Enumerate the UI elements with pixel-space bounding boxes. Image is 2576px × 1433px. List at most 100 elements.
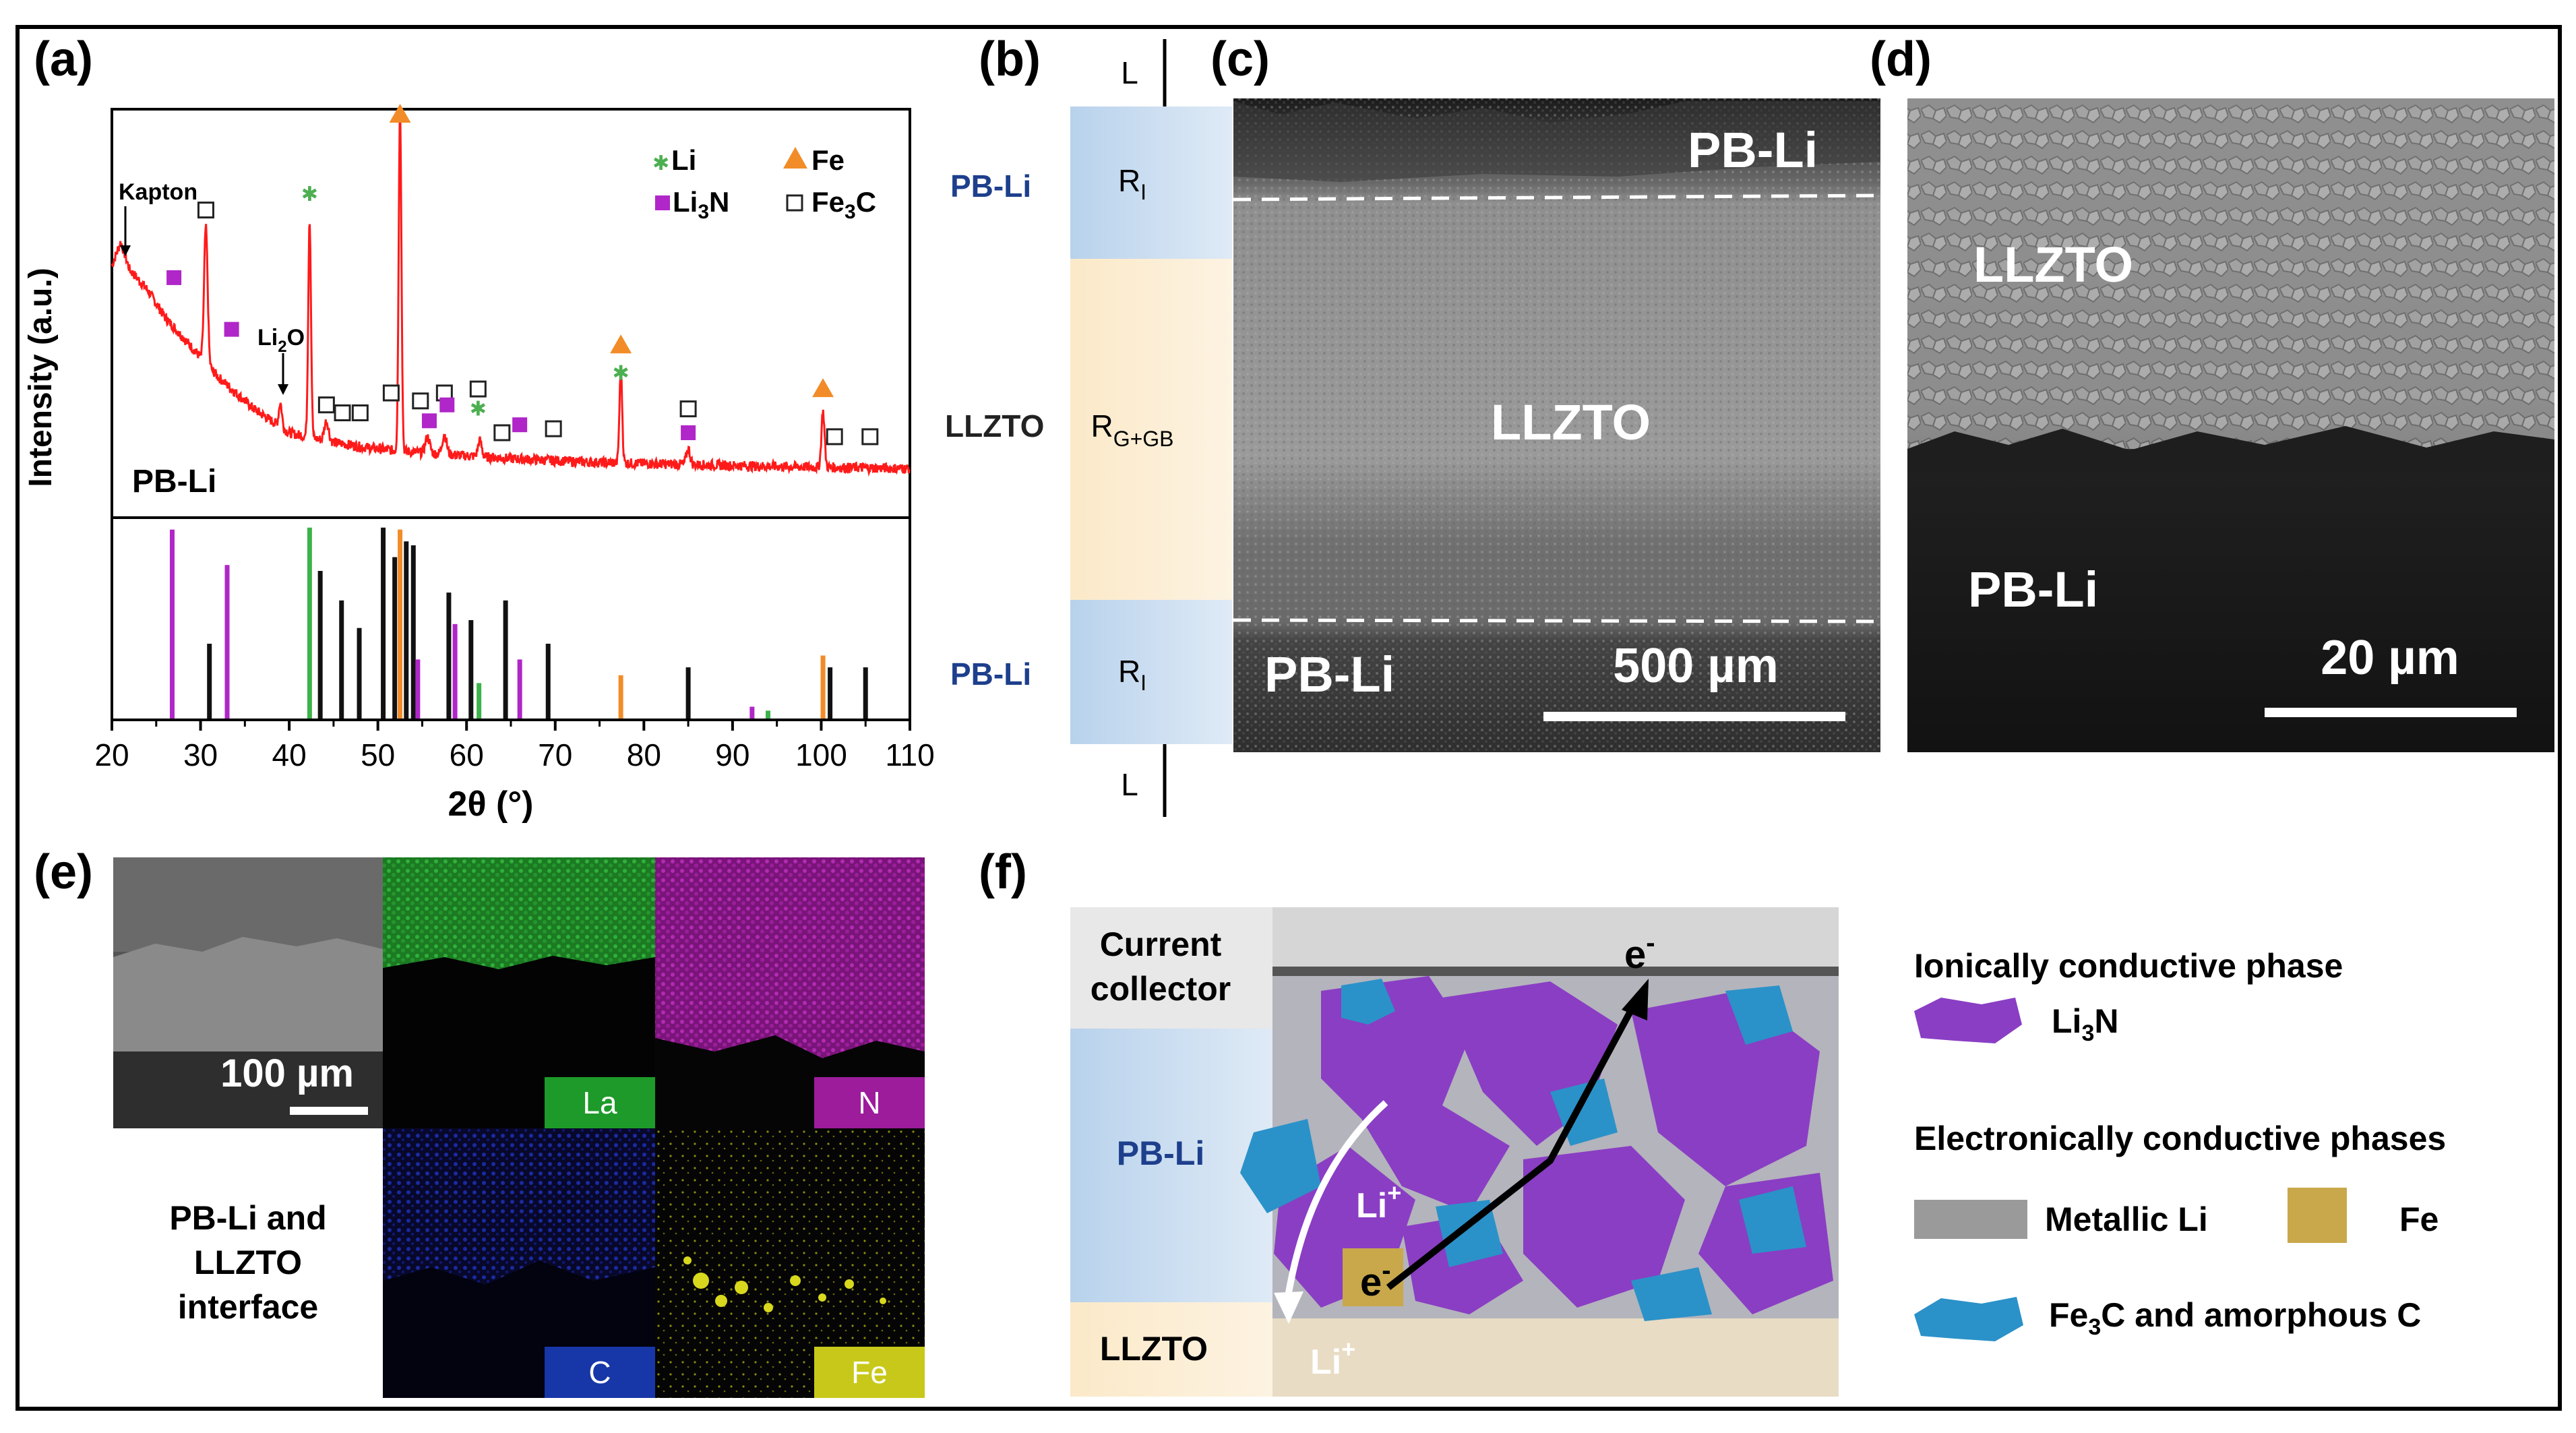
layer-label-llzto: LLZTO [1100,1330,1208,1368]
li-ion-path [1284,1100,1388,1302]
reference-stick [339,600,344,719]
fe-swatch [2288,1188,2347,1243]
x-axis-label: 2θ (°) [448,785,534,824]
x-tick-label: 90 [715,737,749,772]
marker-fe3c [469,380,487,398]
eds-map-la-signal [383,857,655,969]
li2o-annotation: Li2O [257,325,305,395]
reference-stick [545,644,551,719]
marker-li: ✱ [470,398,487,421]
inductor-label-top: L [1121,55,1138,90]
marker-fe3c [197,202,214,219]
eds-sem-interface [113,937,383,1051]
x-axis: 20 30 40 50 60 70 80 90 100 110 [94,720,935,772]
kapton-arrowhead [120,245,131,256]
x-tick-label: 60 [450,737,484,772]
li2o-label: Li2O [257,325,305,356]
eds-caption-line2: LLZTO [194,1244,302,1281]
sample-label-pb-li: PB-Li [132,464,216,499]
reference-stick [169,529,175,719]
schematic-legend: Ionically conductive phase Li3N Electron… [1914,947,2446,1341]
eds-caption-line1: PB-Li and [169,1199,326,1237]
marker-fe3c [334,404,351,421]
panel-a-label: (a) [34,32,93,86]
marker-fe3c [412,392,429,410]
layer-llzto [1070,1302,1272,1397]
reference-stick [452,623,458,719]
row-label-pb-li-top: PB-Li [950,169,1031,204]
eds-map-la-label: La [582,1085,617,1120]
reference-stick [446,592,452,719]
fe3c-swatch [1914,1297,2023,1341]
reference-stick [503,600,508,719]
legend-li-label: Li [671,144,696,176]
eds-map-n-tag [814,1077,925,1128]
panel-f: (f) Current collector PB-Li LLZTO [979,845,2446,1397]
x-tick-label: 110 [885,737,934,772]
marker-li3n [166,270,182,285]
eds-sem-bottom [113,1051,383,1128]
reference-stick [357,628,362,719]
eds-map-c-tag [545,1347,655,1398]
marker-li3n [224,322,239,337]
row-label-pb-li-bottom: PB-Li [950,657,1031,692]
marker-fe [389,104,411,123]
li3n-swatch [1914,998,2022,1043]
reference-stick [685,667,691,719]
eds-sem-top [113,857,383,952]
legend-metallic-li: Metallic Li [2045,1200,2208,1238]
equivalent-circuit-llzto [1070,259,1232,600]
y-axis-label: Intensity (a.u.) [23,268,59,487]
panel-e-label: (e) [34,845,93,899]
reference-stick [618,675,623,719]
kapton-label: Kapton [119,179,197,205]
legend-fe3c-label: Fe3C [811,186,876,223]
electron-arrowhead [1622,979,1649,1020]
eds-map-n-signal [655,857,925,1058]
eds-scalebar-label: 100 µm [220,1051,354,1095]
legend-li-star: ✱ [652,152,669,175]
panel-a: (a) Intensity (a.u.) ✱ ✱ ✱ 20 30 40 50 60 70 80 9… [23,32,935,824]
panel-e: (e) 100 µm La N C Fe PB-Li and [34,845,925,1398]
scalebar-c [1543,712,1845,721]
layer-label-pb-li: PB-Li [1117,1134,1205,1172]
reference-stick [749,706,755,719]
legend-fe-label: Fe [811,144,845,176]
legend-fe-triangle [783,147,807,169]
xrd-pattern-plot: ✱ ✱ ✱ [111,104,911,477]
eds-map-la-tag [545,1077,655,1128]
x-tick-label: 80 [627,737,661,772]
layer-label-collector: collector [1091,970,1231,1008]
sem-texture [1233,98,1880,752]
panel-d: (d) LLZTO PB-Li 20 µm [1870,32,2554,752]
li-ion-arrowhead [1274,1291,1304,1324]
marker-li: ✱ [301,183,318,206]
sem-top-surface [1233,101,1880,182]
reference-stick [766,710,771,719]
sem-label-llzto: LLZTO [1491,394,1651,450]
sem-label-pb-li-d: PB-Li [1968,561,2098,617]
marker-li3n [512,417,528,433]
marker-fe3c [493,424,511,441]
marker-fe3c [545,420,562,437]
legend-li3n-item: Li3N [2052,1002,2118,1046]
reference-stick [392,557,398,719]
legend-fe3c-square [786,194,803,212]
metallic-li-swatch [1914,1200,2027,1239]
fe-particle [1343,1248,1403,1306]
llzto-slab [1272,1318,1839,1397]
eds-map-fe-tag [814,1347,925,1398]
layer-pb-li [1070,1029,1272,1302]
reference-stick [398,529,403,719]
legend-ionic-title: Ionically conductive phase [1914,947,2343,985]
panel-c: (c) PB-Li LLZTO PB-Li 500 µm [1210,32,1881,752]
panel-b-label: (b) [979,32,1041,86]
reference-stick [820,655,826,719]
panel-d-label: (d) [1870,32,1932,86]
marker-fe3c [351,404,369,421]
x-tick-label: 40 [272,737,307,772]
marker-fe [812,378,834,398]
sem-label-llzto-d: LLZTO [1973,237,2133,293]
marker-fe [610,334,632,354]
